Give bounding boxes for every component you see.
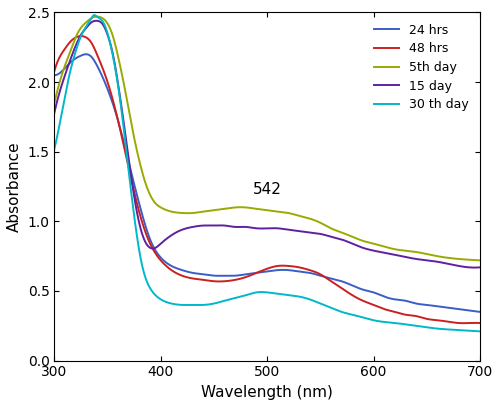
5th day: [418, 250, 424, 255]
24 hrs: [418, 302, 424, 307]
5th day: [323, 223, 329, 228]
24 hrs: [310, 271, 316, 276]
15 day: [477, 265, 483, 270]
24 hrs: [52, 73, 58, 78]
24 hrs: [299, 269, 305, 274]
Line: 24 hrs: 24 hrs: [54, 54, 480, 312]
Legend: 24 hrs, 48 hrs, 5th day, 15 day, 30 th day: 24 hrs, 48 hrs, 5th day, 15 day, 30 th d…: [369, 19, 474, 116]
Line: 15 day: 15 day: [54, 21, 480, 267]
Text: 542: 542: [254, 182, 282, 197]
48 hrs: [78, 34, 84, 39]
30 th day: [52, 147, 58, 151]
5th day: [477, 258, 483, 263]
15 day: [52, 110, 58, 115]
24 hrs: [374, 291, 380, 296]
Line: 48 hrs: 48 hrs: [54, 36, 480, 323]
48 hrs: [460, 321, 466, 326]
30 th day: [323, 303, 329, 308]
15 day: [472, 265, 478, 270]
15 day: [78, 33, 84, 38]
5th day: [52, 101, 58, 105]
30 th day: [477, 329, 483, 334]
30 th day: [374, 319, 380, 324]
48 hrs: [78, 34, 84, 39]
24 hrs: [477, 309, 483, 314]
48 hrs: [374, 304, 380, 309]
48 hrs: [477, 321, 483, 326]
15 day: [374, 249, 380, 254]
30 th day: [78, 35, 84, 40]
5th day: [299, 214, 305, 219]
30 th day: [299, 295, 305, 300]
5th day: [78, 26, 84, 31]
Line: 30 th day: 30 th day: [54, 15, 480, 331]
48 hrs: [52, 68, 58, 73]
48 hrs: [418, 315, 424, 320]
5th day: [374, 242, 380, 247]
48 hrs: [310, 269, 316, 274]
48 hrs: [323, 276, 329, 280]
30 th day: [92, 13, 98, 18]
5th day: [94, 14, 100, 19]
24 hrs: [78, 53, 84, 58]
15 day: [323, 233, 329, 238]
Y-axis label: Absorbance: Absorbance: [7, 141, 22, 232]
15 day: [299, 229, 305, 234]
15 day: [310, 230, 316, 235]
15 day: [94, 18, 100, 23]
15 day: [418, 257, 424, 262]
X-axis label: Wavelength (nm): Wavelength (nm): [201, 385, 333, 400]
24 hrs: [84, 52, 89, 57]
30 th day: [418, 324, 424, 329]
Line: 5th day: 5th day: [54, 17, 480, 260]
24 hrs: [323, 275, 329, 280]
48 hrs: [299, 265, 305, 270]
30 th day: [310, 298, 316, 303]
5th day: [310, 217, 316, 222]
